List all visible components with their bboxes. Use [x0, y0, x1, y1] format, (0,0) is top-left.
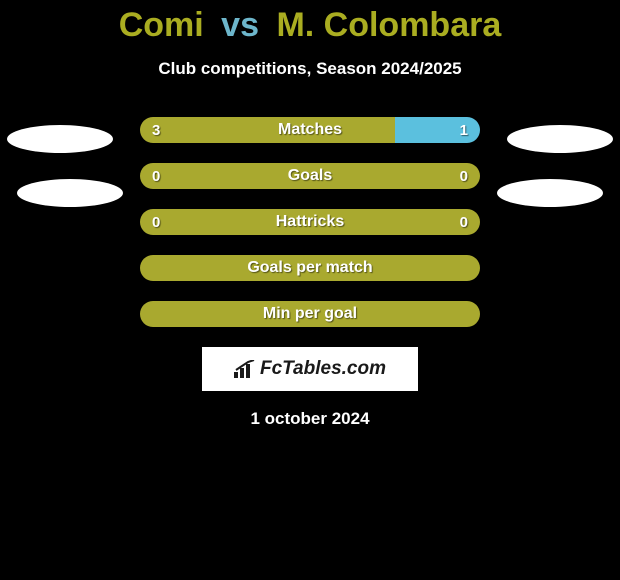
- player2-avatar-shadow: [497, 179, 603, 207]
- stat-row: Min per goal: [140, 301, 480, 327]
- logo-box: FcTables.com: [202, 347, 418, 391]
- vs-label: vs: [221, 6, 259, 44]
- player1-name: Comi: [119, 6, 204, 44]
- stat-row: Goals per match: [140, 255, 480, 281]
- stat-label: Goals: [140, 163, 480, 189]
- player2-name: M. Colombara: [276, 6, 501, 44]
- logo-label: FcTables.com: [260, 358, 386, 380]
- stat-value-right: 1: [460, 117, 468, 143]
- stat-value-left: 3: [152, 117, 160, 143]
- chart-icon: [234, 360, 256, 378]
- player2-avatar: [507, 125, 613, 153]
- player1-avatar-shadow: [17, 179, 123, 207]
- snapshot-date: 1 october 2024: [0, 409, 620, 429]
- player1-avatar: [7, 125, 113, 153]
- stat-value-left: 0: [152, 209, 160, 235]
- comparison-title: Comi vs M. Colombara: [0, 0, 620, 45]
- subtitle: Club competitions, Season 2024/2025: [0, 59, 620, 79]
- stat-row: Goals0 0: [140, 163, 480, 189]
- stat-row: Hattricks0 0: [140, 209, 480, 235]
- stat-label: Hattricks: [140, 209, 480, 235]
- stat-row: Matches3 1: [140, 117, 480, 143]
- stat-label: Matches: [140, 117, 480, 143]
- stat-value-left: 0: [152, 163, 160, 189]
- stat-label: Min per goal: [140, 301, 480, 327]
- stats-bars: Matches31Goals00Hattricks00Goals per mat…: [140, 117, 480, 327]
- logo-text: FcTables.com: [234, 358, 386, 380]
- stat-value-right: 0: [460, 209, 468, 235]
- stats-stage: Matches31Goals00Hattricks00Goals per mat…: [0, 117, 620, 429]
- stat-label: Goals per match: [140, 255, 480, 281]
- stat-value-right: 0: [460, 163, 468, 189]
